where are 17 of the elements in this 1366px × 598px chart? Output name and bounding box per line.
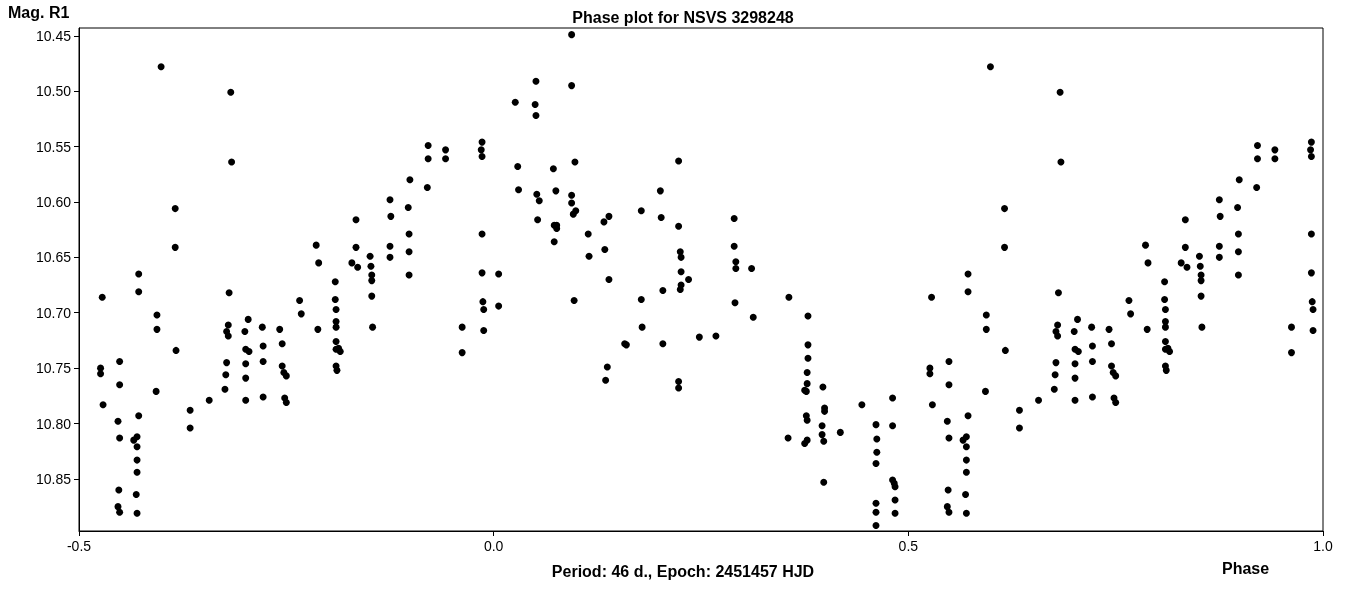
y-tick-label: 10.70: [35, 304, 72, 321]
chart-title: Phase plot for NSVS 3298248: [572, 8, 794, 26]
x-tick-label: 1.0: [1313, 538, 1333, 554]
y-tick-label: 10.65: [35, 249, 72, 266]
y-tick-label: 10.80: [35, 415, 72, 432]
y-tick-label: 10.75: [35, 360, 72, 377]
y-tick-label: 10.45: [35, 27, 72, 44]
y-tick-label: 10.55: [35, 138, 72, 155]
y-axis-title: Mag. R1: [8, 3, 70, 21]
x-axis-title: Phase: [1222, 559, 1270, 577]
y-tick-label: 10.85: [35, 470, 72, 487]
x-tick-label: 0.0: [483, 538, 504, 554]
x-tick-label: 0.5: [898, 538, 919, 554]
y-tick-label: 10.50: [35, 83, 72, 100]
text: Period: 46 d., Epoch: 2451457 HJD: [551, 562, 815, 580]
y-tick-label: 10.60: [35, 193, 72, 210]
x-tick-label: -0.5: [66, 538, 92, 554]
